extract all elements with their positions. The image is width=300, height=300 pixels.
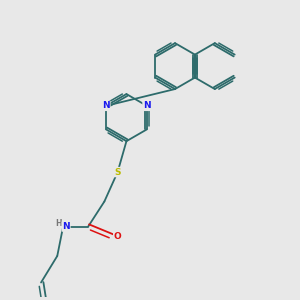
Text: N: N <box>143 101 151 110</box>
Text: N: N <box>62 222 70 231</box>
Text: O: O <box>114 232 122 242</box>
Text: H: H <box>56 218 62 227</box>
Text: N: N <box>102 101 110 110</box>
Text: S: S <box>114 168 121 177</box>
